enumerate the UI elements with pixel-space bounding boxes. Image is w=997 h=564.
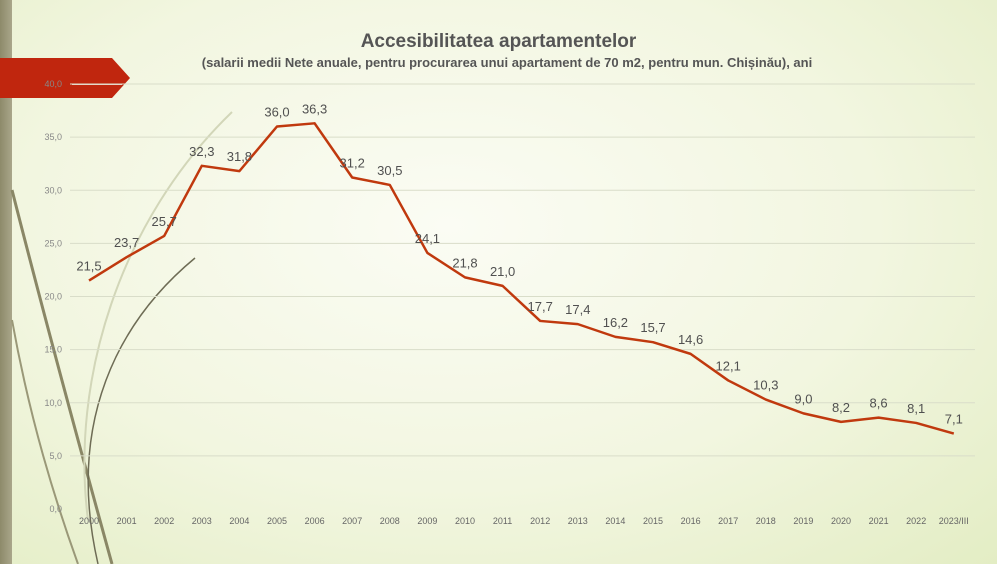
x-tick-label: 2005 xyxy=(267,516,287,526)
data-label: 21,0 xyxy=(490,264,515,279)
data-label: 31,2 xyxy=(340,156,365,171)
x-tick-label: 2011 xyxy=(493,516,512,526)
x-tick-label: 2015 xyxy=(643,516,663,526)
data-label: 31,8 xyxy=(227,149,252,164)
y-tick-label: 30,0 xyxy=(44,185,62,195)
y-tick-label: 0,0 xyxy=(49,504,62,514)
data-label: 32,3 xyxy=(189,144,214,159)
data-label: 12,1 xyxy=(716,358,741,373)
data-label: 14,6 xyxy=(678,332,703,347)
x-tick-label: 2022 xyxy=(906,516,926,526)
y-axis-ticks: 0,0 5,0 10,0 15,0 20,0 25,0 30,0 35,0 40,0 xyxy=(44,79,62,514)
data-label: 23,7 xyxy=(114,235,139,250)
data-label: 10,3 xyxy=(753,378,778,393)
y-tick-label: 15,0 xyxy=(44,345,62,355)
left-decor-bar xyxy=(0,0,12,564)
x-tick-label: 2020 xyxy=(831,516,851,526)
x-tick-label: 2021 xyxy=(869,516,889,526)
data-label: 8,6 xyxy=(870,396,888,411)
y-tick-label: 20,0 xyxy=(44,292,62,302)
series-line xyxy=(88,122,955,435)
data-label: 36,0 xyxy=(264,105,289,120)
y-tick-label: 35,0 xyxy=(44,132,62,142)
x-tick-label: 2007 xyxy=(342,516,362,526)
x-tick-label: 2009 xyxy=(417,516,437,526)
data-label: 25,7 xyxy=(152,214,177,229)
x-tick-label: 2010 xyxy=(455,516,475,526)
x-tick-label: 2012 xyxy=(530,516,550,526)
x-tick-label: 2023/III xyxy=(939,516,969,526)
x-tick-label: 2019 xyxy=(793,516,813,526)
data-label: 17,4 xyxy=(565,302,590,317)
data-label: 8,2 xyxy=(832,400,850,415)
data-label: 9,0 xyxy=(794,391,812,406)
x-tick-label: 2002 xyxy=(154,516,174,526)
data-label: 21,8 xyxy=(452,255,477,270)
x-tick-label: 2017 xyxy=(718,516,738,526)
x-tick-label: 2001 xyxy=(117,516,137,526)
chart-subtitle: (salarii medii Nete anuale, pentru procu… xyxy=(201,55,813,70)
red-tag-decor xyxy=(0,58,130,98)
data-label: 16,2 xyxy=(603,315,628,330)
x-axis-ticks: 2000 2001 2002 2003 2004 2005 2006 2007 2008 2009… xyxy=(79,516,969,526)
data-label: 24,1 xyxy=(415,231,440,246)
y-tick-label: 5,0 xyxy=(49,451,62,461)
x-tick-label: 2013 xyxy=(568,516,588,526)
chart-title: Accesibilitatea apartamentelor xyxy=(360,31,637,52)
x-tick-label: 2008 xyxy=(380,516,400,526)
data-label: 17,7 xyxy=(528,299,553,314)
data-label: 21,5 xyxy=(76,259,101,274)
x-tick-label: 2016 xyxy=(681,516,701,526)
y-tick-label: 40,0 xyxy=(44,79,62,89)
y-tick-label: 25,0 xyxy=(44,238,62,248)
x-tick-label: 2004 xyxy=(229,516,249,526)
y-tick-label: 10,0 xyxy=(44,398,62,408)
x-tick-label: 2018 xyxy=(756,516,776,526)
data-label: 15,7 xyxy=(640,320,665,335)
x-tick-label: 2000 xyxy=(79,516,99,526)
x-tick-label: 2003 xyxy=(192,516,212,526)
x-tick-label: 2014 xyxy=(605,516,625,526)
data-labels: 21,5 23,7 25,7 32,3 31,8 36,0 36,3 31,2 30,5 24,1… xyxy=(76,101,962,426)
data-label: 8,1 xyxy=(907,401,925,416)
data-label: 36,3 xyxy=(302,101,327,116)
series xyxy=(88,122,955,435)
data-label: 30,5 xyxy=(377,163,402,178)
x-tick-label: 2006 xyxy=(305,516,325,526)
gridlines xyxy=(70,83,975,457)
data-label: 7,1 xyxy=(945,412,963,427)
